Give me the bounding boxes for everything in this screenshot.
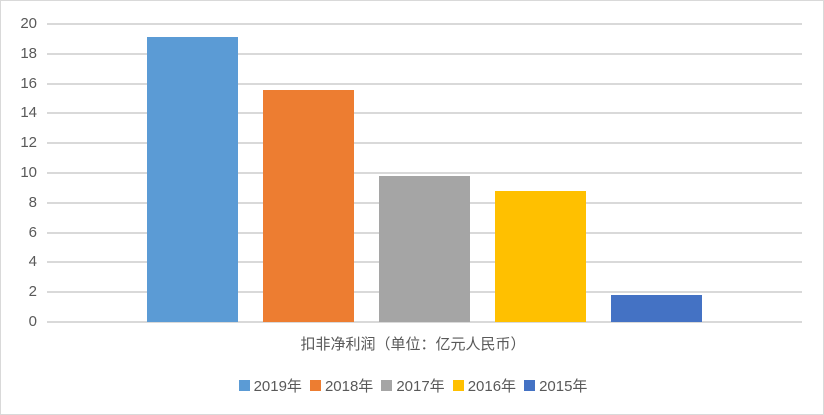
y-tick-label: 2 [28,283,37,301]
legend-swatch-icon [309,380,321,391]
y-tick-label: 0 [28,313,37,330]
y-tick-label: 12 [20,134,37,152]
y-tick-label: 4 [28,253,37,271]
gridline [47,321,802,323]
plot-area [47,23,802,323]
legend-swatch-icon [452,380,464,391]
gridline [47,23,802,25]
legend-swatch-icon [381,380,393,391]
y-tick-label: 16 [20,74,37,92]
legend-swatch-icon [524,380,536,391]
legend-label: 2016年 [467,378,517,395]
x-axis-label: 扣非净利润（单位：亿元人民币） [300,335,526,353]
legend-label: 2015年 [539,378,588,395]
y-tick-label: 8 [28,193,37,211]
legend-label: 2017年 [396,378,445,395]
gridline [47,82,802,85]
bar-2017年[interactable] [379,175,470,322]
legend-label: 2018年 [324,378,374,395]
y-tick-label: 6 [28,223,37,241]
gridline [47,112,802,115]
legend-item[interactable]: 2016年 [452,375,517,396]
bar-2019年[interactable] [147,37,238,322]
y-tick-label: 20 [20,15,37,32]
legend: 2019年 2018年 2017年 2016年 2015年 [1,375,824,396]
y-tick-label: 18 [20,44,37,62]
y-tick-label: 10 [20,164,37,181]
legend-label: 2019年 [253,378,302,395]
legend-item[interactable]: 2018年 [309,375,374,396]
legend-swatch-icon [238,380,250,391]
legend-item[interactable]: 2019年 [238,375,302,396]
gridline [47,52,802,55]
bar-2015年[interactable] [611,295,702,322]
legend-item[interactable]: 2017年 [381,375,445,396]
bar-2016年[interactable] [495,190,586,322]
bar-2018年[interactable] [263,89,354,322]
y-tick-label: 14 [20,104,37,122]
gridline [47,172,802,174]
legend-item[interactable]: 2015年 [524,375,587,396]
gridline [47,142,802,145]
